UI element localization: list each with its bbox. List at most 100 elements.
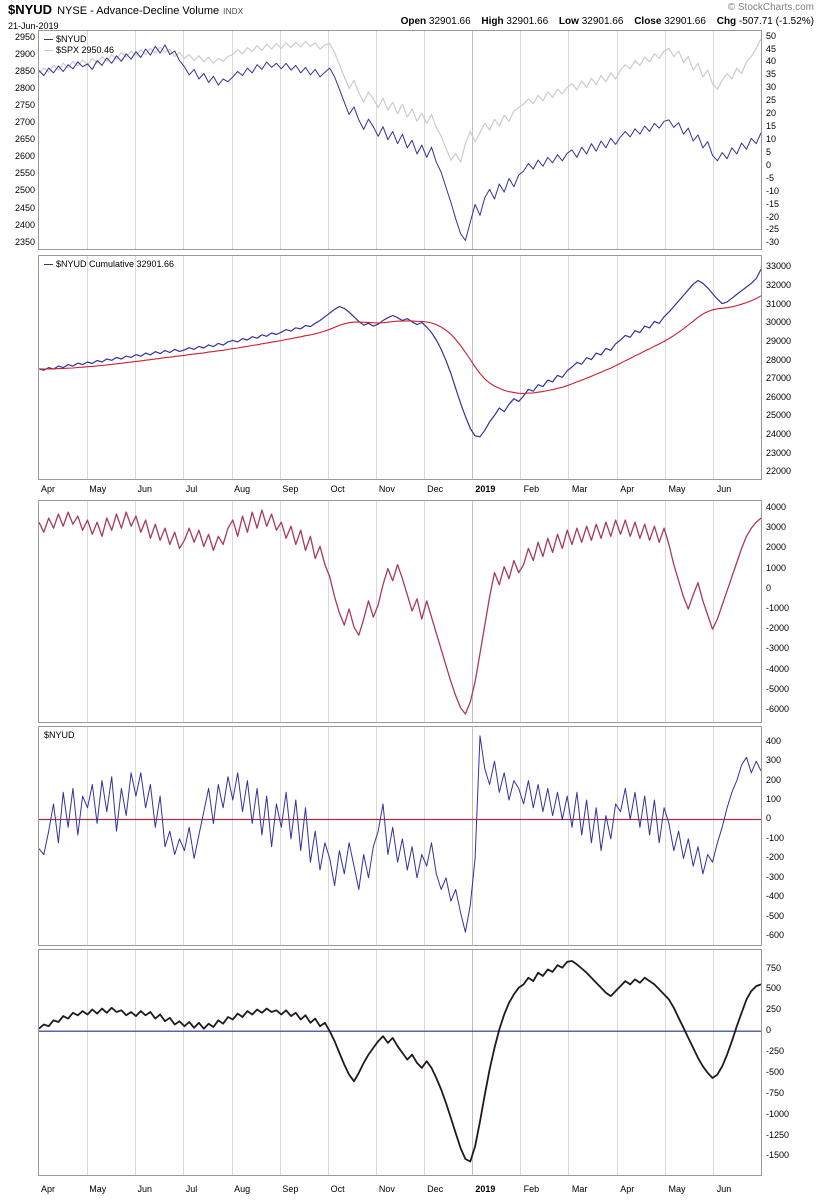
panel-price: 2950 2900 2850 2800 2750 2700 2650 2600 2550 2500… bbox=[0, 30, 820, 250]
y-axis-label: 2700 bbox=[14, 117, 35, 128]
y-axis-label: 25 bbox=[766, 95, 777, 106]
y-axis-label: 2350 bbox=[14, 236, 35, 247]
y-axis-label: 22000 bbox=[766, 466, 792, 477]
y-axis-label: 750 bbox=[766, 962, 782, 973]
panel-cumulative: 33000 32000 31000 30000 29000 28000 27000 26000… bbox=[0, 255, 820, 480]
series-legend: $NYUD bbox=[44, 34, 87, 44]
y-axis-label: 33000 bbox=[766, 261, 792, 272]
series-legend: $SPX 2950.46 bbox=[44, 45, 114, 55]
y-axis-label: 2600 bbox=[14, 151, 35, 162]
month-label: Aug bbox=[234, 1184, 251, 1194]
y-axis-label: 3000 bbox=[766, 522, 787, 533]
legend-dash-icon bbox=[44, 50, 53, 51]
month-label: May bbox=[668, 1184, 686, 1194]
x-axis-row-1: Apr May Jun Jul Aug Sep Oct Nov Dec 2019 Feb Mar Apr… bbox=[0, 484, 820, 498]
y-axis-label: -25 bbox=[766, 224, 780, 235]
month-label: Jun bbox=[716, 1184, 732, 1194]
panel-sum: 750 500 250 0 -250 -500 -750 -1000 -1250 -1500 bbox=[0, 949, 820, 1176]
y-axis-label: -10 bbox=[766, 185, 780, 196]
low-label: Low bbox=[558, 16, 579, 27]
y-axis-label: -30 bbox=[766, 237, 780, 248]
y-axis-label: 15 bbox=[766, 121, 777, 132]
daily-plot-area bbox=[38, 726, 762, 946]
high-value: 32901.66 bbox=[506, 16, 549, 27]
open-label: Open bbox=[400, 16, 427, 27]
y-axis-label: 0 bbox=[766, 1025, 772, 1036]
price-plot-area bbox=[38, 30, 762, 250]
y-axis-label: 30 bbox=[766, 82, 777, 93]
y-axis-label: -200 bbox=[766, 852, 785, 863]
y-axis-label: -500 bbox=[766, 910, 785, 921]
y-axis-label: 26000 bbox=[766, 391, 792, 402]
y-axis-label: 35 bbox=[766, 69, 777, 80]
panel-daily: 400 300 200 100 0 -100 -200 -300 -400 -500 -600 $NY… bbox=[0, 726, 820, 946]
month-label: Jun bbox=[716, 484, 732, 494]
symbol: $NYUD bbox=[8, 2, 53, 17]
y-axis-label: 2950 bbox=[14, 32, 35, 43]
chart-date: 21-Jun-2019 bbox=[8, 21, 59, 31]
y-axis-label: -1500 bbox=[766, 1150, 790, 1161]
y-axis-label: 400 bbox=[766, 735, 782, 746]
month-label: Sep bbox=[282, 484, 299, 494]
low-value: 32901.66 bbox=[581, 16, 624, 27]
y-axis-label: 50 bbox=[766, 30, 777, 41]
y-axis-label: -20 bbox=[766, 211, 780, 222]
y-axis-label: -15 bbox=[766, 198, 780, 209]
y-axis-label: 20 bbox=[766, 108, 777, 119]
y-axis-label: 30000 bbox=[766, 317, 792, 328]
y-axis-label: -750 bbox=[766, 1087, 785, 1098]
y-axis-label: 31000 bbox=[766, 298, 792, 309]
month-label: May bbox=[89, 484, 107, 494]
month-label: Oct bbox=[330, 1184, 345, 1194]
y-axis-label: 2850 bbox=[14, 66, 35, 77]
x-axis-row-2: Apr May Jun Jul Aug Sep Oct Nov Dec 2019 Feb Mar Apr… bbox=[0, 1184, 820, 1198]
quote-summary: Open 32901.66 High 32901.66 Low 32901.66… bbox=[393, 16, 814, 27]
copyright-link[interactable]: © StockCharts.com bbox=[727, 2, 814, 13]
legend-label: $NYUD bbox=[44, 730, 75, 740]
y-axis-label: -100 bbox=[766, 832, 785, 843]
month-label: Apr bbox=[620, 1184, 635, 1194]
month-label: Sep bbox=[282, 1184, 299, 1194]
y-axis-label: -500 bbox=[766, 1066, 785, 1077]
month-label: Jun bbox=[137, 1184, 153, 1194]
y-axis-label: 2400 bbox=[14, 219, 35, 230]
y-axis-label: -300 bbox=[766, 871, 785, 882]
y-axis-label: 2900 bbox=[14, 49, 35, 60]
y-axis-label: 2550 bbox=[14, 168, 35, 179]
y-axis-label: 40 bbox=[766, 56, 777, 67]
month-label: Feb bbox=[523, 484, 540, 494]
series-legend: $NYUD Cumulative 32901.66 bbox=[44, 259, 174, 269]
close-label: Close bbox=[634, 16, 662, 27]
month-label: Apr bbox=[41, 1184, 56, 1194]
y-axis-label: 28000 bbox=[766, 354, 792, 365]
y-axis-label: -1000 bbox=[766, 602, 790, 613]
y-axis-label: 32000 bbox=[766, 280, 792, 291]
month-label: Mar bbox=[571, 484, 588, 494]
y-axis-label: 25000 bbox=[766, 410, 792, 421]
open-value: 32901.66 bbox=[428, 16, 471, 27]
month-label: Jun bbox=[137, 484, 153, 494]
y-axis-label: 4000 bbox=[766, 502, 787, 513]
month-label: Nov bbox=[378, 484, 395, 494]
high-label: High bbox=[481, 16, 504, 27]
y-axis-label: 2000 bbox=[766, 542, 787, 553]
y-axis-label: 10 bbox=[766, 134, 777, 144]
y-axis-label: 0 bbox=[766, 813, 772, 824]
month-label: Nov bbox=[378, 1184, 395, 1194]
legend-dash-icon bbox=[44, 39, 53, 40]
y-axis-label: -2000 bbox=[766, 623, 790, 634]
month-label: Mar bbox=[571, 1184, 588, 1194]
exchange-tag: INDX bbox=[223, 7, 244, 16]
y-axis-label: -1250 bbox=[766, 1129, 790, 1140]
y-axis-label: -3000 bbox=[766, 643, 790, 654]
quote-row: 21-Jun-2019 Open 32901.66 High 32901.66 … bbox=[8, 16, 814, 31]
y-axis-label: -5 bbox=[766, 172, 775, 183]
month-label: Jul bbox=[185, 1184, 198, 1194]
y-axis-label: 29000 bbox=[766, 335, 792, 346]
y-axis-label: 24000 bbox=[766, 428, 792, 439]
series-legend: $NYUD bbox=[44, 730, 75, 740]
chart-header: $NYUD NYSE - Advance-Decline Volume INDX ©… bbox=[8, 1, 814, 17]
y-axis-label: -5000 bbox=[766, 683, 790, 694]
legend-label: $NYUD Cumulative 32901.66 bbox=[56, 259, 175, 269]
month-label: Feb bbox=[523, 1184, 540, 1194]
